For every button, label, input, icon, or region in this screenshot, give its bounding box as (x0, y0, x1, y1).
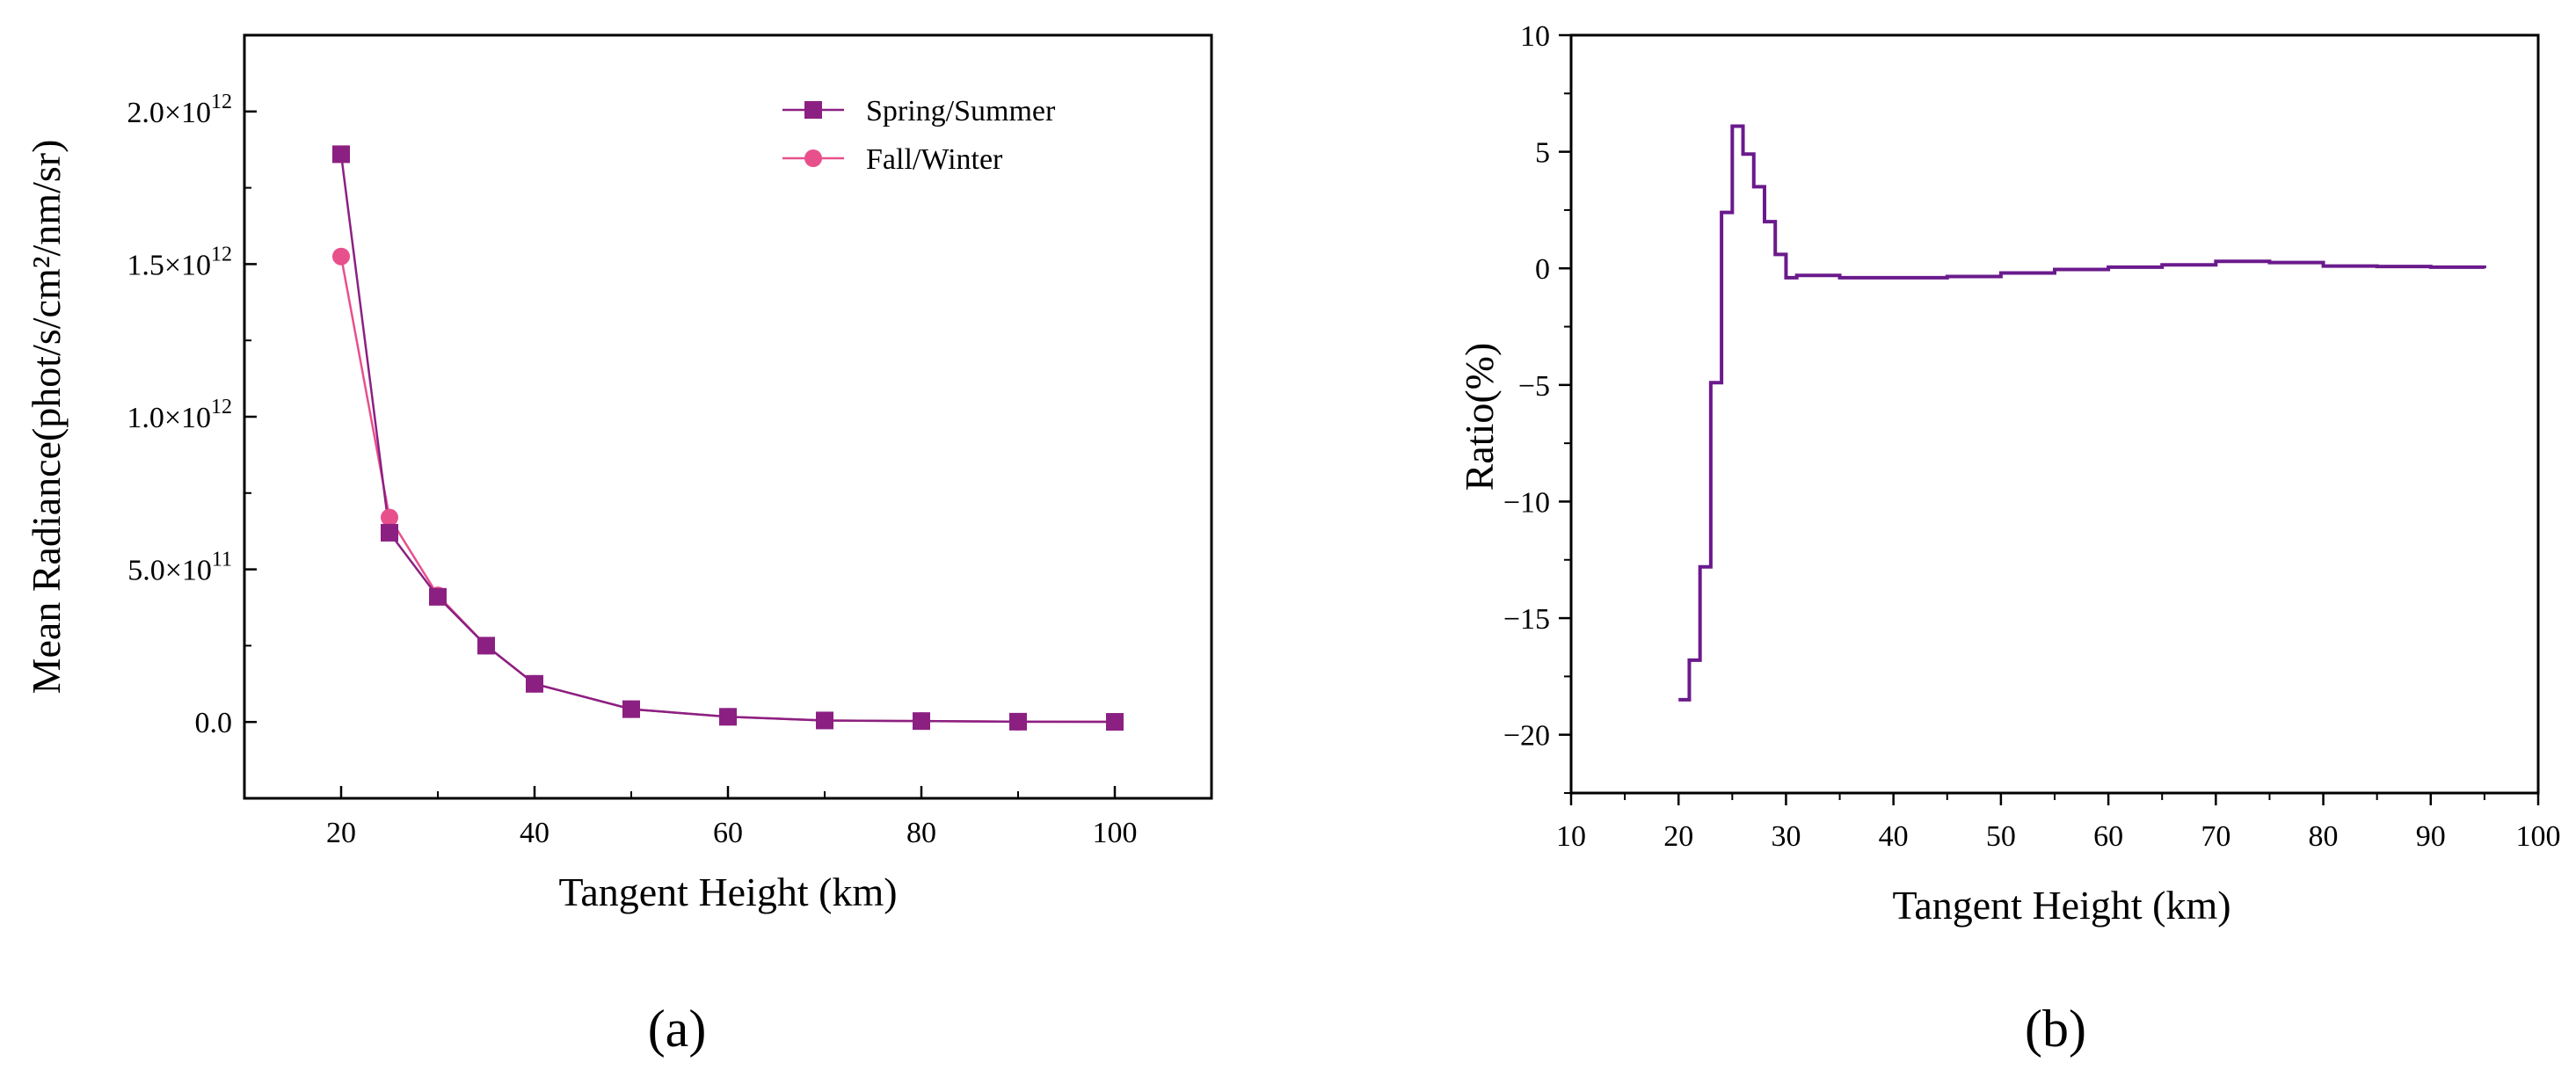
data-point-square (622, 700, 640, 718)
plot-frame-a (243, 33, 1213, 800)
data-point-square (719, 708, 737, 726)
data-point-square (1009, 712, 1027, 731)
y-axis-a: 0.0 5.0×1011 1.0×1012 1.5×1012 2.0×1012 (127, 91, 257, 739)
data-point-circle (332, 247, 350, 266)
y-tick-label: −10 (1503, 486, 1550, 519)
series-line-spring-summer (339, 154, 1116, 724)
y-tick-label: 1.0×1012 (127, 396, 232, 434)
y-tick-label: 1.5×1012 (127, 243, 232, 281)
data-point-square (816, 711, 833, 730)
x-axis-label-a: Tangent Height (km) (558, 870, 897, 914)
x-tick-label: 40 (520, 817, 549, 849)
chart-b: 10 20 30 40 50 60 70 80 90 100 −20 −15 −10 −5 0 5 10 Ta… (1457, 20, 2561, 1058)
chart-a: 20 40 60 80 100 0.0 5.0×1011 1.0×1012 1.5×1012 2… (24, 33, 1213, 1058)
x-tick-label: 60 (2093, 820, 2123, 853)
data-point-square (1106, 713, 1124, 731)
x-tick-label: 30 (1771, 820, 1801, 853)
legend-marker-circle (804, 149, 822, 167)
y-tick-label: −20 (1503, 720, 1550, 753)
series-lines-b (1678, 124, 2486, 702)
x-tick-label: 80 (2309, 820, 2339, 853)
data-point-square (429, 587, 447, 606)
x-tick-label: 80 (906, 817, 936, 849)
x-tick-label: 100 (2516, 820, 2561, 853)
series-lines-a (339, 154, 1116, 724)
y-tick-label: 10 (1520, 20, 1550, 53)
data-point-square (526, 674, 543, 693)
y-axis-label-b: Ratio(%) (1457, 343, 1502, 491)
x-tick-label: 100 (1093, 817, 1138, 849)
x-tick-label: 60 (713, 817, 743, 849)
series-markers-a (332, 145, 1124, 731)
y-tick-label: 2.0×1012 (127, 91, 232, 129)
x-tick-label: 70 (2201, 820, 2230, 853)
series-line-ratio (1678, 124, 2486, 702)
y-tick-label: 0.0 (195, 707, 233, 739)
x-axis-b: 10 20 30 40 50 60 70 80 90 100 (1556, 793, 2561, 853)
data-point-square (913, 712, 930, 731)
plot-frame-b (1569, 33, 2540, 795)
x-axis-label-b: Tangent Height (km) (1892, 883, 2230, 928)
legend-a: Spring/Summer Fall/Winter (782, 95, 1056, 176)
y-tick-label: 0 (1535, 253, 1550, 286)
y-tick-label: −5 (1518, 370, 1550, 403)
x-tick-label: 40 (1879, 820, 1909, 853)
series-line-fall-winter (339, 256, 1116, 724)
legend-marker-square (804, 101, 822, 119)
legend-label: Spring/Summer (866, 95, 1056, 127)
panel-label-a: (a) (648, 1000, 707, 1058)
legend-label: Fall/Winter (866, 143, 1003, 176)
x-tick-label: 20 (1663, 820, 1693, 853)
y-axis-label-a: Mean Radiance(phot/s/cm²/nm/sr) (24, 140, 69, 695)
x-tick-label: 50 (1986, 820, 2016, 853)
data-point-square (332, 145, 350, 164)
y-tick-label: 5 (1535, 137, 1550, 170)
y-axis-b: −20 −15 −10 −5 0 5 10 (1503, 20, 1571, 794)
x-tick-label: 10 (1556, 820, 1586, 853)
x-tick-label: 90 (2416, 820, 2446, 853)
x-tick-label: 20 (326, 817, 356, 849)
data-point-square (381, 523, 398, 542)
y-tick-label: 5.0×1011 (127, 549, 232, 587)
panel-label-b: (b) (2025, 1000, 2086, 1058)
data-point-circle (381, 508, 398, 527)
data-point-square (477, 637, 495, 655)
y-tick-label: −15 (1503, 603, 1550, 636)
x-axis-a: 20 40 60 80 100 (326, 786, 1212, 849)
